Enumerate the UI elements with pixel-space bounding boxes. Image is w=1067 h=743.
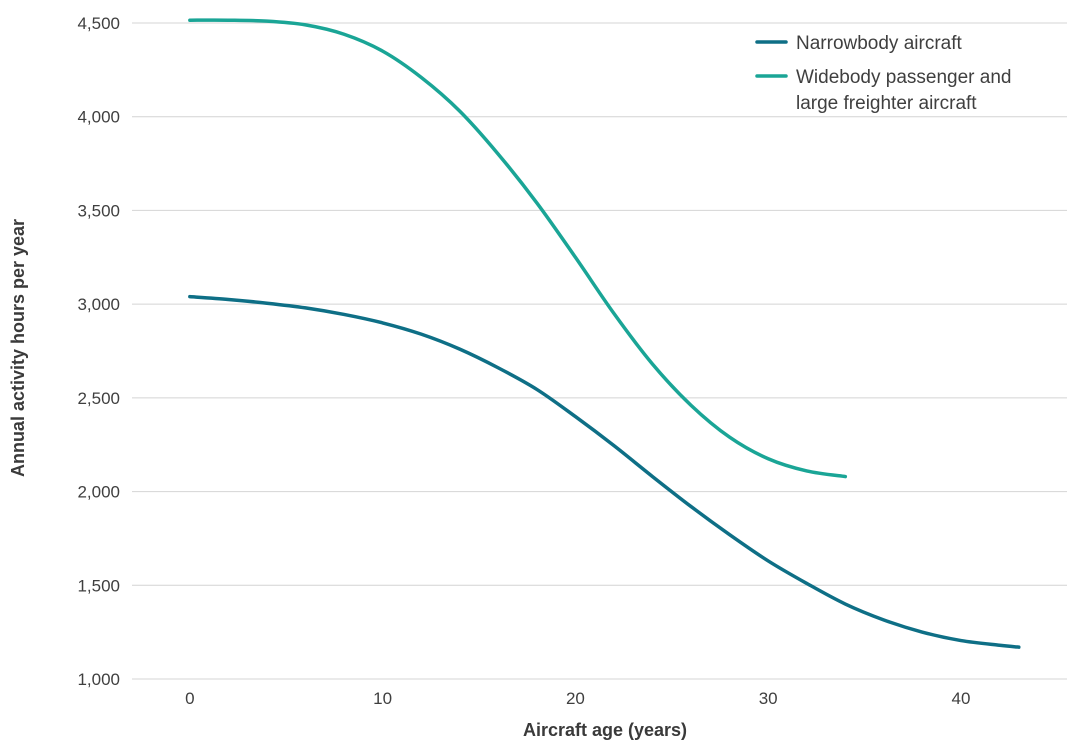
series-line-widebody: [188, 18, 848, 479]
y-tick-label: 3,000: [77, 295, 120, 314]
y-axis-tick-labels: 1,000 1,500 2,000 2,500 3,000 3,500 4,000 4,500: [77, 14, 120, 689]
legend-label-widebody: Widebody passenger and: [796, 67, 1011, 88]
y-tick-label: 2,000: [77, 483, 120, 502]
x-tick-label: 40: [952, 689, 971, 708]
legend-label-narrowbody: Narrowbody aircraft: [796, 33, 962, 54]
series-lines: [188, 18, 1021, 649]
x-tick-label: 20: [566, 689, 585, 708]
y-tick-label: 1,000: [77, 670, 120, 689]
x-tick-label: 10: [373, 689, 392, 708]
gridlines: [132, 22, 1067, 680]
y-tick-label: 2,500: [77, 389, 120, 408]
y-tick-label: 4,500: [77, 14, 120, 33]
legend-label-widebody: large freighter aircraft: [796, 93, 977, 114]
x-tick-label: 0: [185, 689, 194, 708]
series-line-narrowbody: [188, 294, 1021, 649]
y-axis-title: Annual activity hours per year: [8, 219, 28, 477]
x-axis-tick-labels: 0 10 20 30 40: [185, 689, 970, 708]
y-tick-label: 4,000: [77, 108, 120, 127]
y-tick-label: 3,500: [77, 201, 120, 220]
x-tick-label: 30: [759, 689, 778, 708]
legend: Narrowbody aircraft Widebody passenger an…: [755, 33, 1011, 114]
x-axis-title: Aircraft age (years): [523, 720, 687, 740]
y-tick-label: 1,500: [77, 576, 120, 595]
